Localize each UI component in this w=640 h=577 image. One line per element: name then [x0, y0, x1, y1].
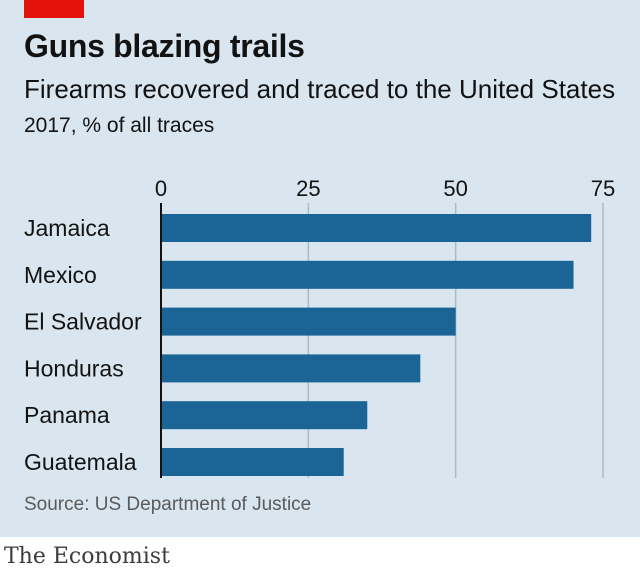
bar-jamaica: [161, 214, 592, 242]
grid-layer: [307, 203, 604, 478]
bar-chart: 0 25 50 75 Jamaica Mexico El Salvador Honduras…: [24, 176, 615, 478]
category-label-panama: Panama: [24, 402, 110, 428]
x-tick-label-50: 50: [443, 176, 467, 201]
x-tick-label-25: 25: [296, 176, 320, 201]
bar-panama: [161, 401, 368, 430]
chart-units: 2017, % of all traces: [24, 114, 215, 137]
bar-mexico: [161, 260, 574, 289]
category-label-layer: Jamaica Mexico El Salvador Honduras Panama Gu…: [24, 215, 142, 475]
category-label-guatemala: Guatemala: [24, 449, 137, 475]
chart-title: Guns blazing trails: [24, 28, 305, 64]
bar-guatemala: [161, 448, 344, 476]
tick-label-layer: 0 25 50 75: [155, 176, 615, 201]
bar-layer: [161, 214, 592, 476]
category-label-el-salvador: El Salvador: [24, 309, 142, 335]
x-tick-label-0: 0: [155, 176, 167, 201]
brand-logo: The Economist: [4, 544, 170, 569]
source-note: Source: US Department of Justice: [24, 494, 312, 515]
bar-el-salvador: [161, 307, 456, 336]
category-label-jamaica: Jamaica: [24, 215, 110, 241]
category-label-mexico: Mexico: [24, 262, 97, 288]
x-tick-label-75: 75: [591, 176, 615, 201]
bar-honduras: [161, 354, 421, 383]
brand-red-tag: [24, 0, 84, 18]
category-label-honduras: Honduras: [24, 355, 124, 381]
chart-subtitle: Firearms recovered and traced to the Uni…: [24, 74, 616, 104]
